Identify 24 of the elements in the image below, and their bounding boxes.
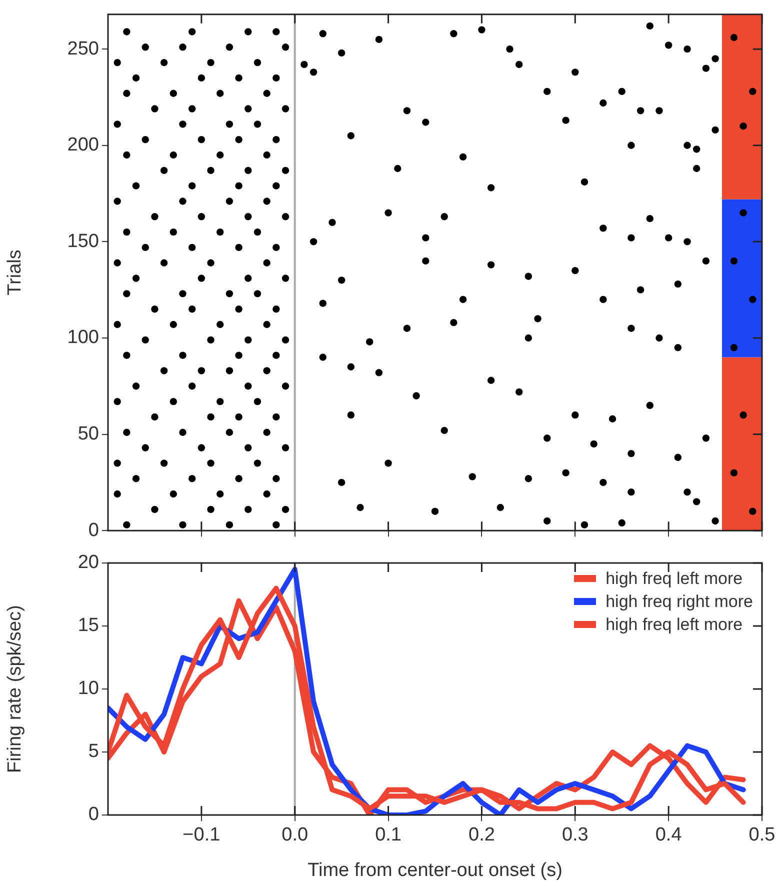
x-axis-title: Time from center-out onset (s) bbox=[308, 860, 562, 881]
y-tick-label: 50 bbox=[78, 424, 99, 445]
y-tick-label: 100 bbox=[67, 327, 99, 348]
x-tick-label: 0.1 bbox=[375, 824, 402, 846]
y-tick-label: 0 bbox=[88, 520, 99, 541]
y-axis-title: Trials bbox=[4, 250, 26, 296]
legend-label: high freq right more bbox=[606, 591, 753, 613]
y-tick-label: 5 bbox=[88, 741, 99, 762]
y-tick-label: 250 bbox=[67, 38, 99, 60]
x-tick-label: −0.1 bbox=[182, 824, 220, 846]
y-axis-title: Firing rate (spk/sec) bbox=[4, 605, 26, 773]
y-tick-label: 150 bbox=[67, 230, 99, 252]
y-tick-label: 10 bbox=[78, 678, 99, 700]
legend-label: high freq left more bbox=[606, 568, 743, 590]
y-tick-label: 20 bbox=[78, 552, 99, 574]
y-tick-label: 200 bbox=[67, 134, 99, 156]
y-tick-label: 15 bbox=[78, 615, 99, 636]
x-tick-label: 0.0 bbox=[282, 824, 308, 846]
x-tick-label: 0.4 bbox=[655, 824, 682, 846]
x-tick-label: 0.3 bbox=[562, 824, 588, 846]
x-tick-label: 0.5 bbox=[748, 824, 776, 846]
x-tick-label: 0.2 bbox=[468, 824, 495, 846]
legend-label: high freq left more bbox=[606, 614, 743, 636]
y-tick-label: 0 bbox=[88, 804, 99, 826]
